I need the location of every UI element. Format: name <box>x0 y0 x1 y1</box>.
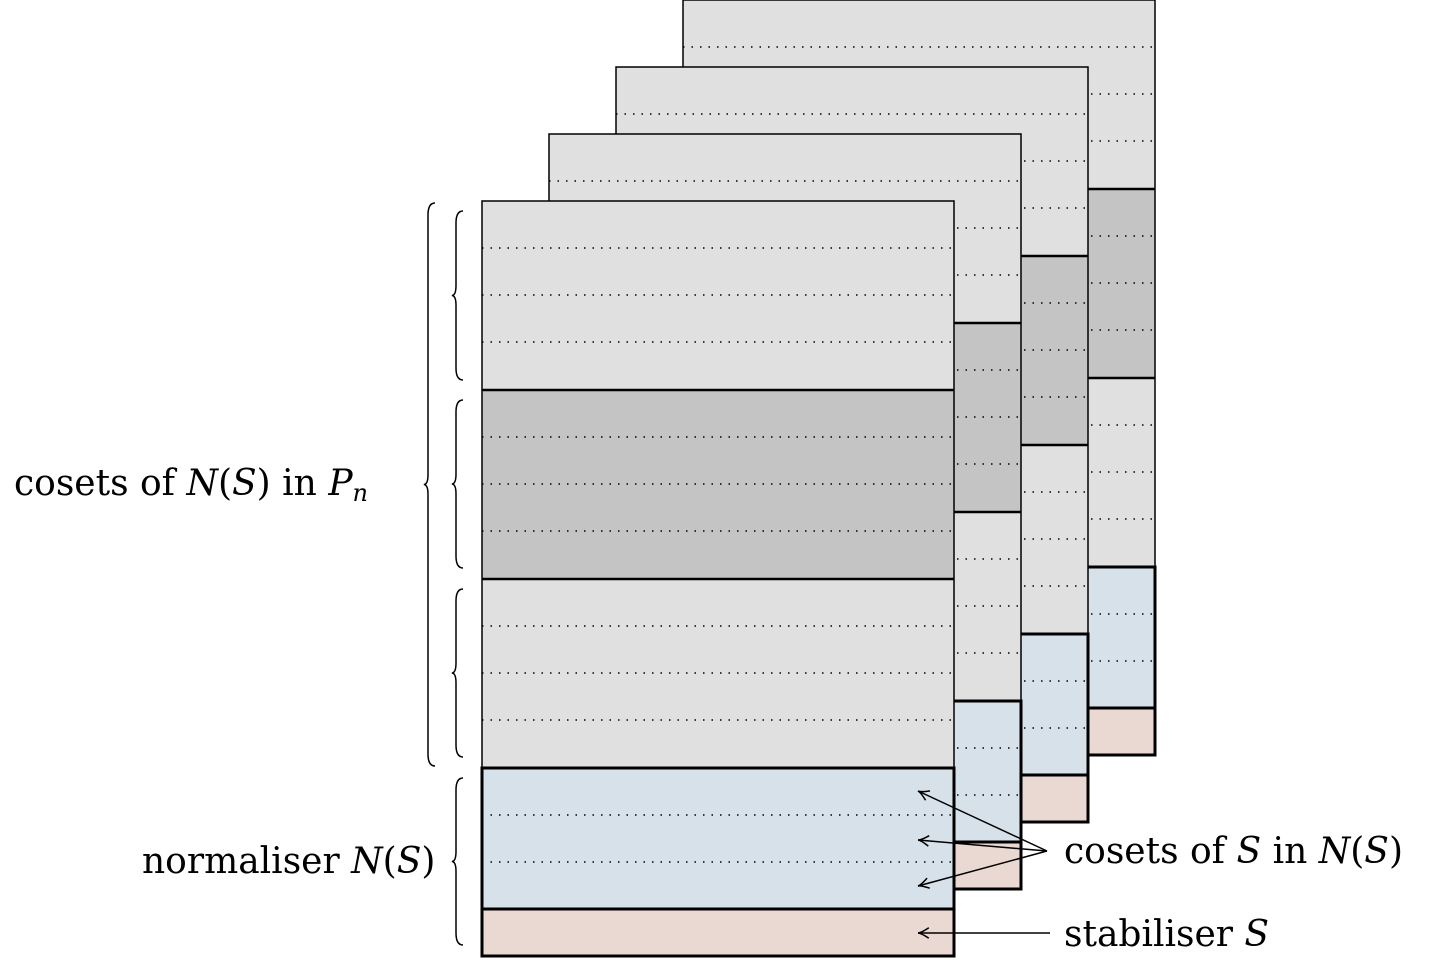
coset-block-dark <box>482 390 954 579</box>
brace-cosets-pauli <box>423 202 436 767</box>
arrow-stabiliser-head <box>917 927 930 939</box>
arrow-coset-2-head <box>917 835 930 847</box>
label-cosets-of-stabiliser-in-normaliser: cosets of S in N(S) <box>1064 831 1403 872</box>
brace-group <box>423 202 464 946</box>
arrow-coset-3-head <box>917 877 931 889</box>
coset-block-light <box>482 579 954 768</box>
arrow-coset-2 <box>917 839 1048 852</box>
brace-coset-3 <box>451 588 464 758</box>
arrow-coset-1 <box>917 790 1048 852</box>
stabiliser-block <box>482 909 954 956</box>
normaliser-block <box>482 768 954 909</box>
arrow-coset-3 <box>917 850 1048 887</box>
label-normaliser: normaliser N(S) <box>142 841 436 882</box>
arrow-group <box>917 790 1050 939</box>
brace-coset-1 <box>451 210 464 381</box>
coset-page-0 <box>480 200 956 958</box>
brace-coset-2 <box>451 399 464 569</box>
label-stabiliser: stabiliser S <box>1064 914 1270 955</box>
arrow-coset-1-head <box>917 790 931 801</box>
brace-normaliser <box>451 777 464 946</box>
label-cosets-of-normaliser-in-pauli: cosets of N(S) in Pn <box>14 463 369 507</box>
coset-page-stack <box>480 0 1157 958</box>
coset-block-light <box>482 201 954 390</box>
